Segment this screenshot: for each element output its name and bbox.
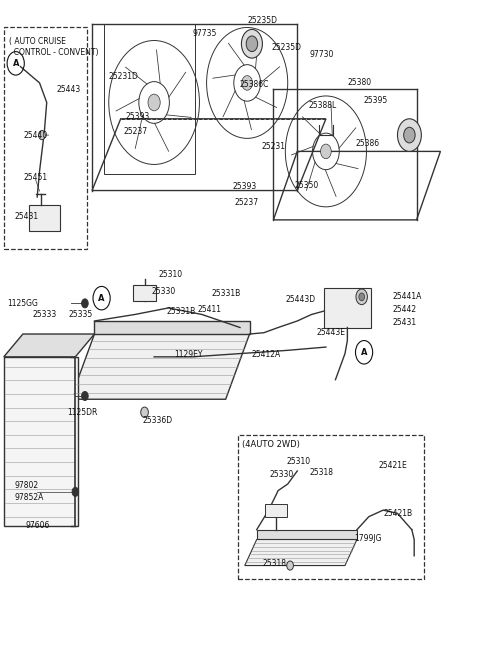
Circle shape [72, 487, 79, 496]
Circle shape [397, 119, 421, 151]
Text: 97606: 97606 [25, 521, 49, 531]
Text: 25330: 25330 [270, 470, 294, 479]
Polygon shape [4, 334, 95, 357]
Polygon shape [257, 530, 357, 540]
Text: 25412A: 25412A [252, 350, 281, 360]
Text: ( AUTO CRUISE
  CONTROL - CONVENT): ( AUTO CRUISE CONTROL - CONVENT) [9, 37, 98, 57]
Text: 25440: 25440 [24, 130, 48, 140]
Circle shape [287, 561, 293, 570]
Text: A: A [12, 59, 19, 68]
Text: 25441A: 25441A [393, 291, 422, 301]
Text: 25335: 25335 [68, 310, 93, 319]
Text: 25395: 25395 [363, 96, 387, 105]
Bar [265, 504, 287, 517]
Text: 25451: 25451 [24, 173, 48, 182]
Circle shape [404, 127, 415, 143]
Polygon shape [71, 334, 250, 400]
Text: 25388L: 25388L [308, 102, 336, 110]
Circle shape [148, 94, 160, 111]
Text: 25237: 25237 [234, 198, 258, 207]
Text: 25443D: 25443D [285, 295, 315, 304]
Circle shape [356, 289, 367, 305]
Circle shape [246, 36, 258, 52]
Bar [104, 24, 195, 174]
Text: 97802: 97802 [15, 481, 39, 490]
Circle shape [359, 293, 364, 301]
Text: 25231D: 25231D [109, 72, 139, 81]
Text: 25421E: 25421E [378, 461, 407, 470]
Text: 25331B: 25331B [211, 289, 240, 298]
Text: 25442: 25442 [393, 305, 417, 314]
Text: 25310: 25310 [159, 269, 183, 278]
Text: 25318: 25318 [309, 468, 333, 477]
Circle shape [38, 130, 45, 140]
Text: 25431: 25431 [15, 212, 39, 221]
Text: 25336D: 25336D [142, 416, 172, 424]
Circle shape [82, 299, 88, 308]
Text: 25421B: 25421B [383, 509, 412, 518]
Text: 1129EY: 1129EY [174, 350, 203, 360]
Text: 1799JG: 1799JG [355, 534, 382, 543]
Text: 25231: 25231 [262, 141, 286, 151]
Text: 1125DR: 1125DR [67, 408, 97, 417]
Circle shape [242, 75, 252, 90]
Text: 25411: 25411 [197, 305, 221, 314]
Text: 25235D: 25235D [271, 43, 301, 52]
Text: 1125GG: 1125GG [7, 299, 38, 308]
Circle shape [241, 29, 263, 58]
Text: 25393: 25393 [125, 112, 150, 121]
Text: 25331B: 25331B [166, 307, 195, 316]
Text: 97735: 97735 [192, 29, 216, 39]
Text: 97852A: 97852A [15, 493, 44, 502]
Text: 25310: 25310 [286, 457, 311, 466]
Polygon shape [245, 540, 357, 565]
Text: 25235D: 25235D [247, 16, 277, 26]
Text: 25443: 25443 [56, 85, 81, 94]
Text: 25386C: 25386C [240, 81, 269, 89]
Text: 97730: 97730 [309, 50, 334, 60]
Circle shape [321, 144, 331, 159]
Text: 25431: 25431 [393, 318, 417, 327]
Text: 25318: 25318 [263, 559, 287, 568]
Bar [324, 288, 371, 328]
Bar [29, 205, 60, 231]
Text: 25330: 25330 [152, 287, 176, 296]
Circle shape [82, 392, 88, 401]
Polygon shape [95, 321, 250, 334]
Text: A: A [98, 293, 105, 303]
Text: 25386: 25386 [356, 139, 380, 148]
Circle shape [141, 407, 148, 417]
Bar [132, 285, 156, 301]
Text: 25350: 25350 [295, 181, 319, 190]
Text: 25380: 25380 [348, 79, 372, 87]
Text: 25333: 25333 [33, 310, 57, 319]
Bar [4, 357, 78, 527]
Text: 25393: 25393 [233, 182, 257, 191]
Text: A: A [361, 348, 367, 357]
Text: (4AUTO 2WD): (4AUTO 2WD) [242, 440, 300, 449]
Text: 25237: 25237 [123, 127, 147, 136]
Text: 25443E: 25443E [316, 328, 345, 337]
